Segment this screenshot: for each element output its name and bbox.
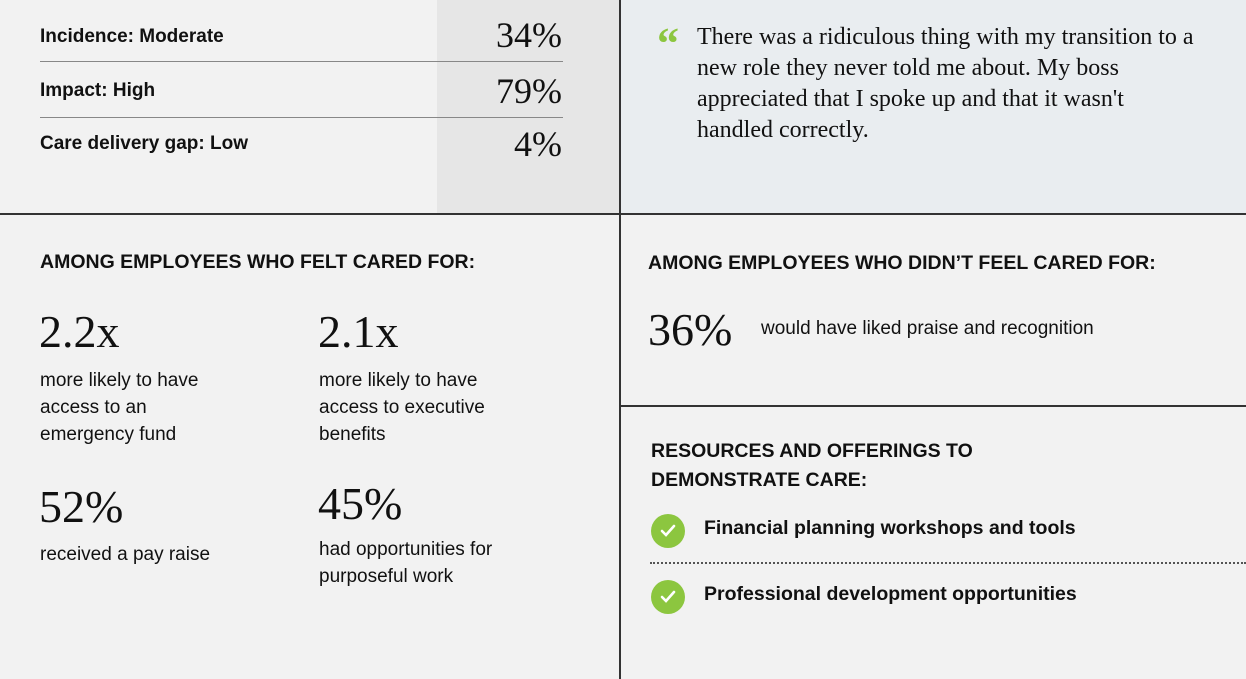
resources-heading: RESOURCES AND OFFERINGS TO DEMONSTRATE C… (651, 440, 973, 491)
stat-desc: would have liked praise and recognition (761, 318, 1094, 339)
stat-desc: more likely to have access to an emergen… (40, 370, 199, 445)
dotted-separator (650, 562, 1246, 564)
not-cared-heading: AMONG EMPLOYEES WHO DIDN’T FEEL CARED FO… (648, 252, 1156, 274)
quote-text: There was a ridiculous thing with my tra… (697, 24, 1194, 143)
metric-label-incidence: Incidence: Moderate (40, 26, 224, 47)
stat-desc: had opportunities for purposeful work (319, 539, 493, 587)
stat-desc: more likely to have access to executive … (319, 370, 485, 445)
resource-item: Financial planning workshops and tools (704, 517, 1076, 539)
metric-separator (40, 117, 563, 118)
divider (0, 213, 1246, 215)
stat-value: 36% (648, 304, 733, 355)
resource-item: Professional development opportunities (704, 583, 1077, 605)
metric-value-incidence: 34% (496, 15, 562, 55)
cared-heading: AMONG EMPLOYEES WHO FELT CARED FOR: (40, 251, 476, 273)
divider (619, 0, 621, 679)
stat-value: 2.2x (39, 306, 120, 357)
divider (621, 405, 1246, 407)
stat-value: 45% (318, 478, 403, 529)
stat-desc: received a pay raise (40, 544, 211, 565)
quote-panel (621, 0, 1246, 213)
metric-label-care-gap: Care delivery gap: Low (40, 133, 249, 154)
stat-value: 52% (39, 481, 124, 532)
check-circle-icon (651, 580, 685, 614)
metric-value-impact: 79% (496, 71, 562, 111)
quote-mark-icon: “ (657, 19, 679, 68)
check-circle-icon (651, 514, 685, 548)
metric-label-impact: Impact: High (40, 80, 156, 101)
metric-value-care-gap: 4% (514, 124, 562, 164)
metric-separator (40, 61, 563, 62)
stat-value: 2.1x (318, 306, 399, 357)
value-column-background (437, 0, 619, 213)
